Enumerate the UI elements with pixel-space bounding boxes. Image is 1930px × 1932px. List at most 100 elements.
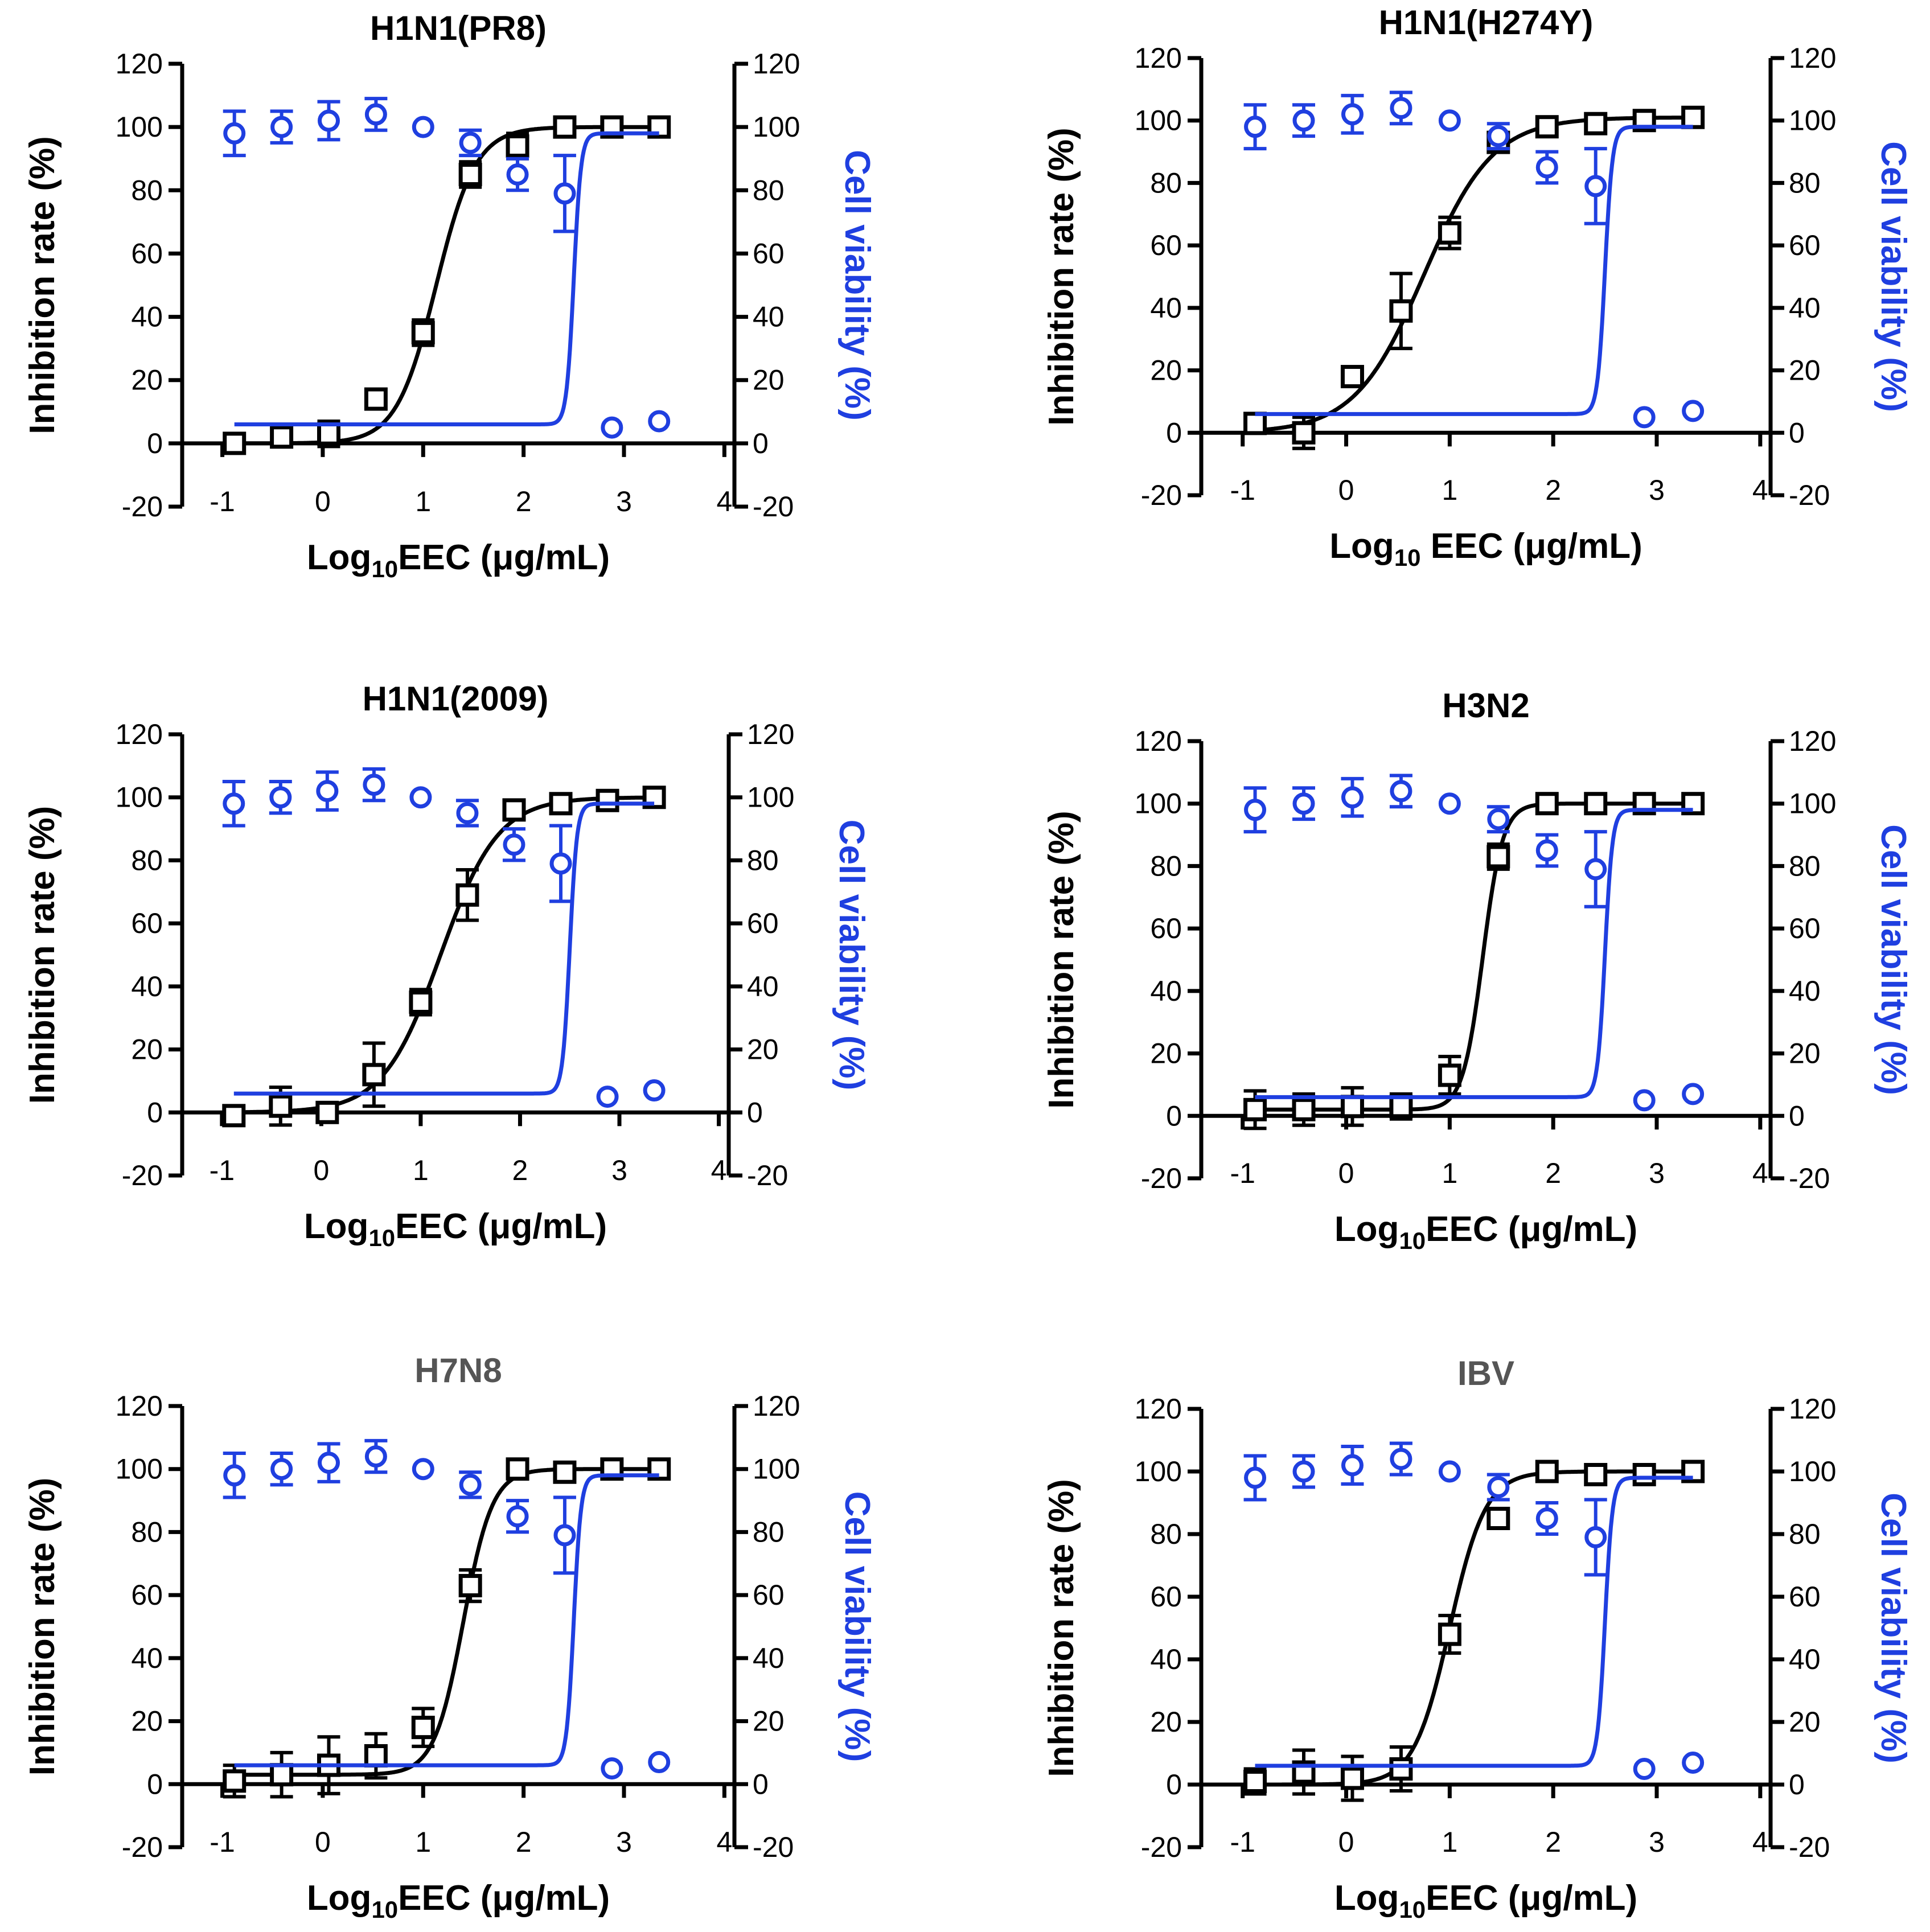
viability-point bbox=[1244, 799, 1267, 821]
left-tick-label: -20 bbox=[1141, 1831, 1182, 1863]
chart-panel: H1N1(2009)-20020406080100120-20020406080… bbox=[23, 680, 871, 1251]
viability-fit-curve bbox=[233, 801, 655, 1096]
viability-point bbox=[506, 1505, 529, 1528]
inhibition-point bbox=[222, 1104, 246, 1128]
right-tick-label: 60 bbox=[1789, 912, 1821, 944]
x-axis-label-unit: EEC (μg/mL) bbox=[1426, 1210, 1637, 1249]
x-axis-label-unit: EEC (μg/mL) bbox=[1426, 1878, 1637, 1918]
right-tick-label: 40 bbox=[1789, 975, 1821, 1007]
inhibition-point bbox=[1535, 1460, 1559, 1483]
inhibition-point bbox=[549, 792, 573, 816]
left-tick-label: 80 bbox=[1150, 167, 1182, 199]
left-tick-label: 120 bbox=[116, 718, 163, 750]
inhibition-point bbox=[1438, 221, 1461, 245]
chart-title: H7N8 bbox=[414, 1351, 502, 1390]
x-tick-label: -1 bbox=[210, 1826, 235, 1858]
viability-point bbox=[223, 1464, 246, 1487]
inhibition-fit-curve bbox=[234, 1467, 659, 1777]
viability-point bbox=[1390, 1448, 1412, 1470]
viability-point bbox=[503, 833, 525, 856]
left-tick-label: 0 bbox=[1166, 417, 1182, 449]
chart-title: H1N1(2009) bbox=[363, 680, 549, 718]
x-tick-label: 3 bbox=[616, 486, 632, 517]
right-tick-label: -20 bbox=[1789, 1831, 1830, 1863]
viability-fit-curve bbox=[234, 131, 659, 426]
viability-point bbox=[412, 116, 434, 138]
x-tick-label: 4 bbox=[1752, 1157, 1768, 1189]
left-tick-label: -20 bbox=[122, 491, 163, 523]
inhibition-point bbox=[269, 1094, 293, 1118]
left-tick-label: 60 bbox=[131, 907, 163, 939]
x-tick-label: 3 bbox=[1649, 474, 1665, 506]
viability-point bbox=[223, 792, 245, 815]
x-tick-label: 4 bbox=[716, 1826, 732, 1858]
right-tick-label: 20 bbox=[747, 1034, 779, 1066]
x-tick-label: 2 bbox=[512, 1154, 528, 1186]
inhibition-point bbox=[458, 1574, 482, 1598]
viability-point bbox=[363, 774, 385, 796]
right-tick-label: 60 bbox=[753, 1579, 785, 1611]
left-tick-label: 120 bbox=[1135, 725, 1182, 757]
x-axis-label: Log10EEC (μg/mL) bbox=[1334, 1210, 1637, 1254]
left-tick-label: 20 bbox=[1150, 1038, 1182, 1070]
inhibition-point bbox=[458, 163, 482, 186]
right-tick-label: -20 bbox=[747, 1160, 788, 1191]
viability-point bbox=[316, 780, 339, 803]
x-tick-label: 3 bbox=[1649, 1157, 1665, 1189]
left-tick-label: 60 bbox=[1150, 229, 1182, 261]
x-axis-label: Log10EEC (μg/mL) bbox=[1334, 1878, 1637, 1923]
viability-point bbox=[506, 163, 529, 186]
x-axis-label-main: Log bbox=[1334, 1878, 1399, 1918]
viability-point bbox=[648, 410, 671, 433]
viability-point bbox=[270, 1458, 293, 1481]
viability-point bbox=[409, 786, 432, 809]
right-tick-label: 40 bbox=[1789, 292, 1821, 324]
right-tick-label: 0 bbox=[753, 427, 769, 459]
right-tick-label: -20 bbox=[1789, 1162, 1830, 1194]
viability-point bbox=[596, 1086, 619, 1108]
viability-point bbox=[459, 1473, 482, 1496]
right-tick-label: 40 bbox=[1789, 1643, 1821, 1675]
x-axis-label: Log10 EEC (μg/mL) bbox=[1329, 527, 1642, 571]
viability-point bbox=[549, 852, 572, 875]
left-tick-label: 100 bbox=[1135, 788, 1182, 820]
viability-point bbox=[269, 786, 292, 809]
right-tick-label: 60 bbox=[1789, 229, 1821, 261]
right-tick-label: 120 bbox=[1789, 725, 1836, 757]
chart-title: H3N2 bbox=[1442, 687, 1529, 725]
x-tick-label: 4 bbox=[716, 486, 732, 517]
viability-point bbox=[1292, 109, 1315, 132]
left-tick-label: 80 bbox=[131, 174, 163, 206]
viability-point bbox=[1584, 1526, 1607, 1548]
x-axis-label-unit: EEC (μg/mL) bbox=[398, 1878, 610, 1918]
y-axis-label-right: Cell viability (%) bbox=[1874, 824, 1913, 1095]
left-tick-label: 100 bbox=[116, 782, 163, 813]
x-tick-label: -1 bbox=[1230, 1157, 1255, 1189]
right-tick-label: 100 bbox=[747, 782, 794, 813]
x-axis-label-unit: EEC (μg/mL) bbox=[395, 1207, 607, 1246]
right-tick-label: -20 bbox=[753, 491, 794, 523]
viability-point bbox=[601, 416, 623, 439]
y-axis-label-left: Inhibition rate (%) bbox=[1042, 1479, 1081, 1777]
left-tick-label: 20 bbox=[131, 1034, 163, 1066]
left-tick-label: 0 bbox=[1166, 1769, 1182, 1801]
right-tick-label: 80 bbox=[1789, 167, 1821, 199]
y-axis-label-left: Inhibition rate (%) bbox=[23, 1478, 62, 1776]
left-tick-label: 80 bbox=[1150, 1518, 1182, 1550]
viability-fit-curve bbox=[1255, 125, 1693, 416]
viability-point bbox=[223, 122, 246, 145]
x-axis-label-main: Log bbox=[1334, 1210, 1399, 1249]
right-tick-label: 20 bbox=[1789, 1706, 1821, 1738]
left-tick-label: 0 bbox=[147, 1096, 163, 1128]
inhibition-point bbox=[455, 883, 479, 907]
viability-point bbox=[1292, 792, 1315, 815]
left-tick-label: 20 bbox=[131, 364, 163, 396]
right-tick-label: 60 bbox=[1789, 1581, 1821, 1613]
viability-point bbox=[1292, 1460, 1315, 1483]
viability-point bbox=[1584, 858, 1607, 881]
viability-point bbox=[1341, 1454, 1364, 1477]
x-axis-label-main: Log bbox=[307, 1878, 372, 1918]
x-tick-label: -1 bbox=[1230, 1826, 1255, 1858]
y-axis-label-right: Cell viability (%) bbox=[1874, 141, 1913, 412]
